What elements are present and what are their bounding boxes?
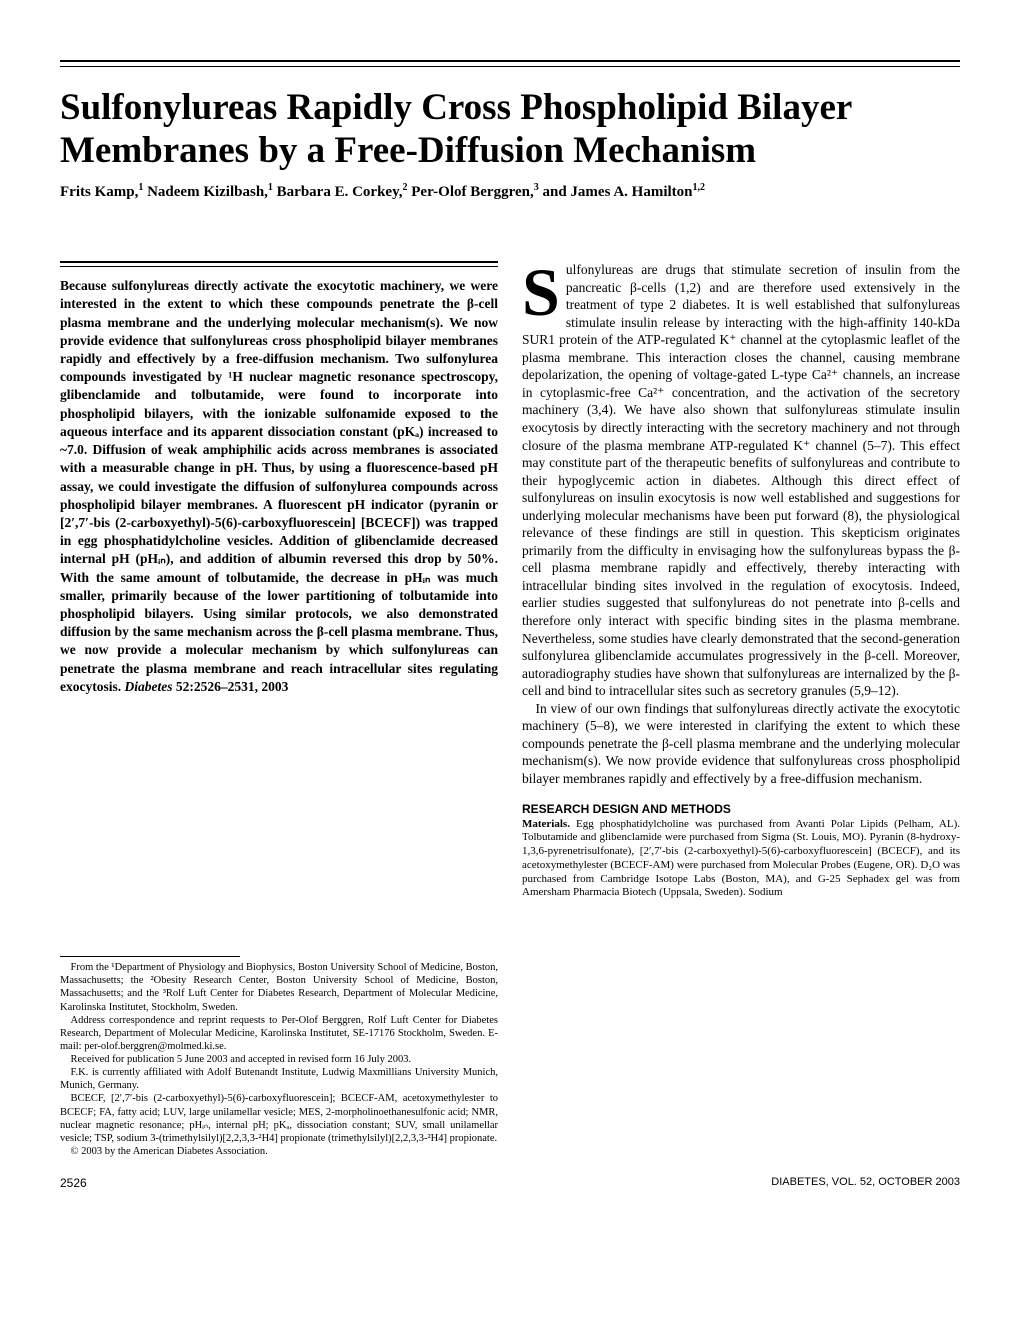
dropcap-s: S [522, 261, 566, 319]
footnote-received: Received for publication 5 June 2003 and… [60, 1053, 498, 1066]
abstract-rule-thick [60, 261, 498, 263]
footnote-abbreviations: BCECF, [2′,7′-bis (2-carboxyethyl)-5(6)-… [60, 1092, 498, 1145]
footnote-fk-affiliation: F.K. is currently affiliated with Adolf … [60, 1066, 498, 1092]
footnote-affiliations: From the ¹Department of Physiology and B… [60, 961, 498, 1014]
abstract-text: Because sulfonylureas directly activate … [60, 277, 498, 696]
top-double-rule-thin [60, 66, 960, 67]
authors-line: Frits Kamp,1 Nadeem Kizilbash,1 Barbara … [60, 182, 960, 201]
abstract-rule-thin [60, 266, 498, 267]
section-heading-methods: RESEARCH DESIGN AND METHODS [522, 802, 960, 816]
methods-text: Materials. Egg phosphatidylcholine was p… [522, 818, 960, 901]
intro-para-1: Sulfonylureas are drugs that stimulate s… [522, 261, 960, 700]
top-double-rule-thick [60, 60, 960, 62]
footnote-block: From the ¹Department of Physiology and B… [60, 961, 498, 1158]
footnote-correspondence: Address correspondence and reprint reque… [60, 1014, 498, 1053]
footnote-copyright: © 2003 by the American Diabetes Associat… [60, 1145, 498, 1158]
two-column-body: Because sulfonylureas directly activate … [60, 261, 960, 1158]
intro-para-1-text: ulfonylureas are drugs that stimulate se… [522, 262, 960, 698]
journal-citation: DIABETES, VOL. 52, OCTOBER 2003 [771, 1176, 960, 1190]
intro-text: Sulfonylureas are drugs that stimulate s… [522, 261, 960, 787]
page-footer: 2526 DIABETES, VOL. 52, OCTOBER 2003 [60, 1176, 960, 1190]
page-number: 2526 [60, 1176, 87, 1190]
article-title: Sulfonylureas Rapidly Cross Phospholipid… [60, 87, 960, 172]
left-column: Because sulfonylureas directly activate … [60, 261, 498, 1158]
footnote-rule [60, 956, 240, 957]
intro-para-2: In view of our own findings that sulfony… [522, 700, 960, 788]
right-column: Sulfonylureas are drugs that stimulate s… [522, 261, 960, 1158]
